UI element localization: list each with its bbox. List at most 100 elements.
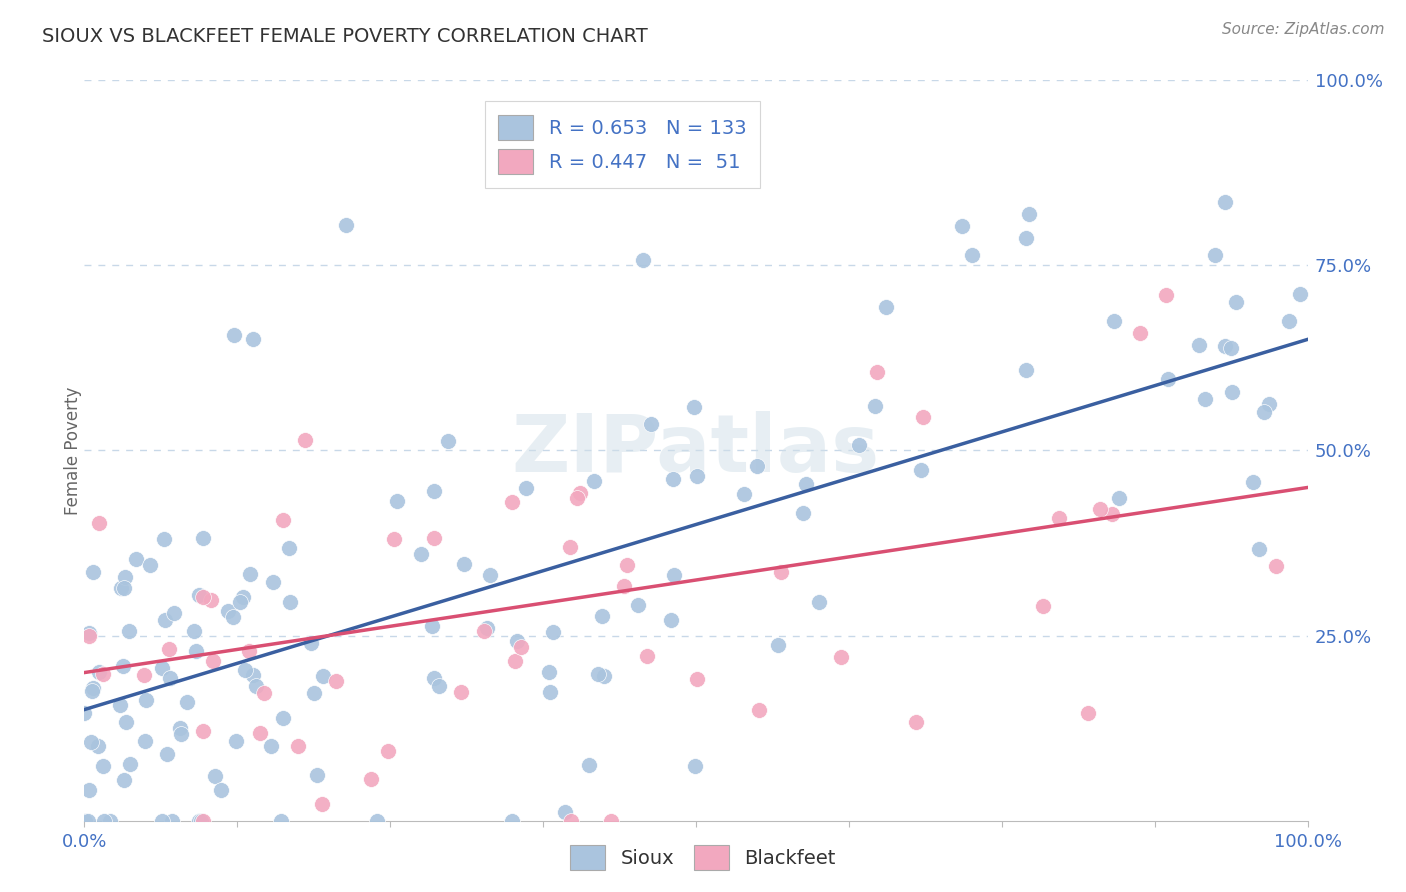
Point: [112, 659, 135, 673]
Point: [114, 570, 136, 584]
Point: [478, 568, 501, 582]
Point: [294, 433, 316, 447]
Point: [93, 814, 115, 828]
Point: [139, 558, 162, 573]
Point: [118, 624, 141, 639]
Point: [1265, 558, 1288, 573]
Point: [186, 644, 208, 658]
Point: [299, 635, 322, 649]
Point: [683, 400, 706, 414]
Point: [157, 642, 180, 657]
Point: [204, 769, 226, 783]
Point: [1194, 392, 1216, 407]
Point: [745, 459, 768, 474]
Point: [312, 669, 335, 683]
Point: [169, 721, 191, 735]
Point: [134, 668, 156, 682]
Point: [866, 365, 889, 379]
Point: [748, 702, 770, 716]
Point: [613, 579, 636, 593]
Point: [135, 693, 157, 707]
Point: [683, 759, 706, 773]
Point: [733, 487, 755, 501]
Point: [1129, 326, 1152, 340]
Point: [422, 532, 444, 546]
Point: [176, 695, 198, 709]
Point: [554, 805, 576, 820]
Point: [114, 581, 136, 595]
Point: [91, 758, 114, 772]
Point: [586, 667, 609, 681]
Point: [453, 558, 475, 572]
Point: [848, 438, 870, 452]
Point: [875, 300, 897, 314]
Point: [385, 494, 408, 508]
Point: [1077, 706, 1099, 720]
Point: [1204, 248, 1226, 262]
Point: [1288, 287, 1310, 301]
Point: [134, 734, 156, 748]
Point: [766, 638, 789, 652]
Point: [100, 814, 122, 828]
Point: [87, 739, 110, 753]
Point: [560, 814, 582, 828]
Point: [1088, 502, 1111, 516]
Point: [578, 758, 600, 772]
Point: [631, 252, 654, 267]
Point: [905, 715, 928, 730]
Point: [239, 566, 262, 581]
Point: [115, 714, 138, 729]
Point: [616, 558, 638, 572]
Point: [221, 610, 243, 624]
Text: Source: ZipAtlas.com: Source: ZipAtlas.com: [1222, 22, 1385, 37]
Point: [73, 706, 96, 721]
Point: [232, 590, 254, 604]
Point: [377, 744, 399, 758]
Point: [1108, 491, 1130, 505]
Point: [159, 671, 181, 685]
Point: [627, 598, 650, 612]
Point: [366, 814, 388, 828]
Point: [229, 595, 252, 609]
Point: [662, 472, 685, 486]
Point: [685, 672, 707, 686]
Y-axis label: Female Poverty: Female Poverty: [65, 386, 82, 515]
Point: [153, 613, 176, 627]
Point: [863, 399, 886, 413]
Point: [245, 679, 267, 693]
Point: [260, 739, 283, 753]
Point: [1154, 287, 1177, 301]
Point: [501, 495, 523, 509]
Point: [188, 814, 211, 828]
Point: [910, 463, 932, 477]
Point: [423, 484, 446, 499]
Point: [475, 621, 498, 635]
Point: [1101, 507, 1123, 521]
Point: [112, 772, 135, 787]
Point: [636, 648, 658, 663]
Point: [91, 666, 114, 681]
Point: [263, 574, 285, 589]
Point: [565, 491, 588, 506]
Point: [474, 624, 496, 638]
Legend: R = 0.653   N = 133, R = 0.447   N =  51: R = 0.653 N = 133, R = 0.447 N = 51: [485, 101, 761, 188]
Point: [280, 595, 302, 609]
Point: [150, 661, 173, 675]
Point: [515, 481, 537, 495]
Point: [503, 655, 526, 669]
Point: [960, 248, 983, 262]
Point: [190, 814, 212, 828]
Point: [950, 219, 973, 233]
Point: [76, 814, 98, 828]
Point: [200, 592, 222, 607]
Point: [1032, 599, 1054, 614]
Point: [583, 474, 606, 488]
Point: [202, 654, 225, 668]
Point: [118, 756, 141, 771]
Point: [77, 626, 100, 640]
Point: [427, 679, 450, 693]
Point: [1213, 339, 1236, 353]
Point: [1253, 404, 1275, 418]
Point: [153, 532, 176, 546]
Legend: Sioux, Blackfeet: Sioux, Blackfeet: [562, 838, 844, 878]
